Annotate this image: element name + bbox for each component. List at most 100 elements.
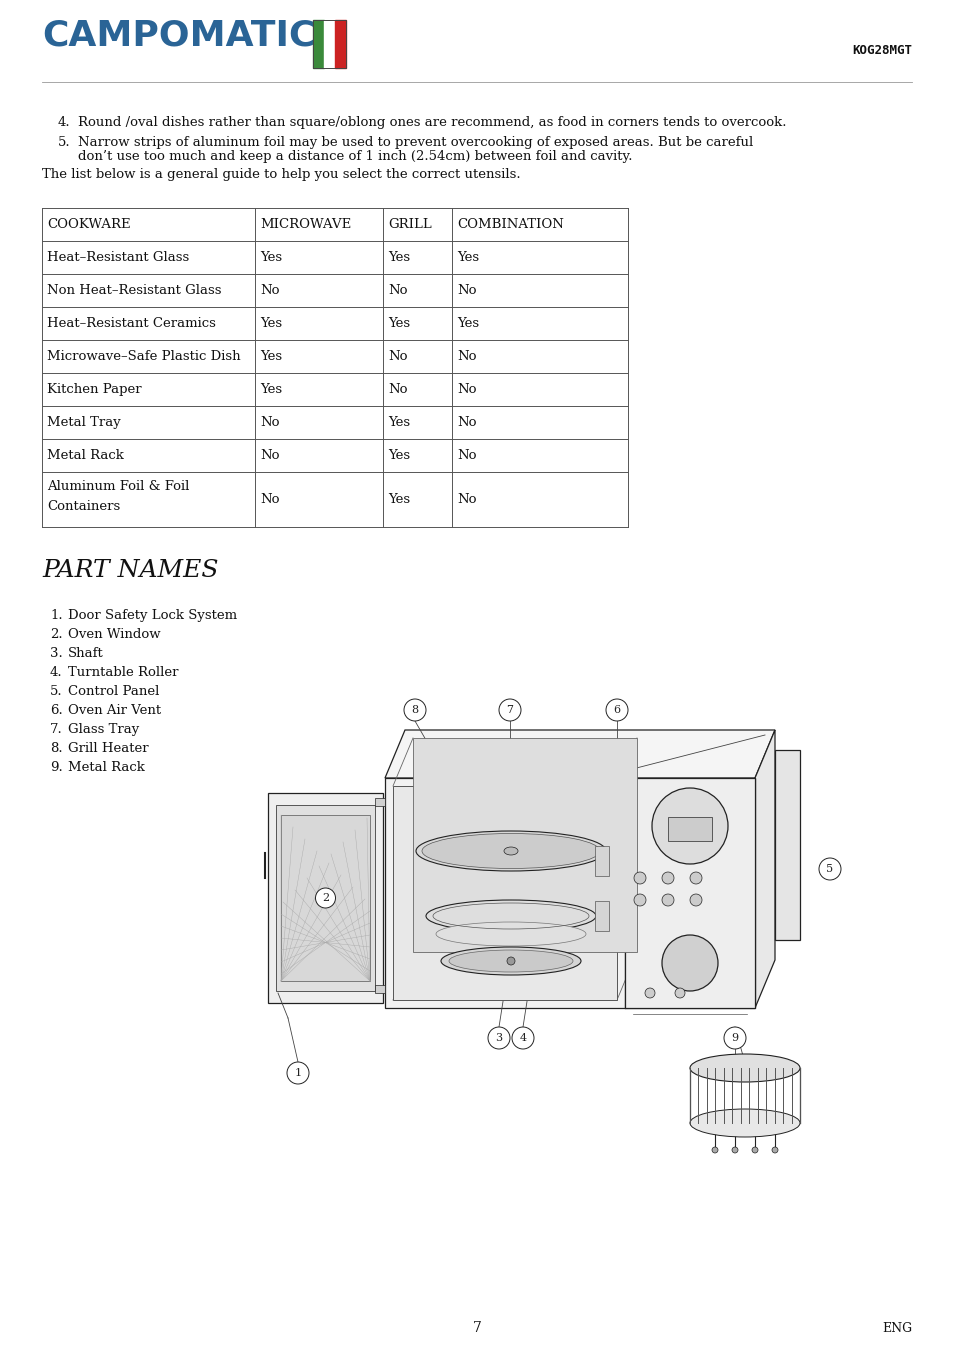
Text: Metal Tray: Metal Tray xyxy=(47,416,121,429)
Text: The list below is a general guide to help you select the correct utensils.: The list below is a general guide to hel… xyxy=(42,167,520,181)
Text: Heat–Resistant Ceramics: Heat–Resistant Ceramics xyxy=(47,317,215,329)
Text: KOG28MGT: KOG28MGT xyxy=(851,43,911,57)
Bar xyxy=(385,778,754,1008)
Text: MICROWAVE: MICROWAVE xyxy=(260,217,351,231)
Text: 5: 5 xyxy=(825,864,833,873)
Ellipse shape xyxy=(416,832,605,871)
Text: COOKWARE: COOKWARE xyxy=(47,217,131,231)
Bar xyxy=(281,815,370,981)
Text: Oven Air Vent: Oven Air Vent xyxy=(68,703,161,717)
Ellipse shape xyxy=(689,1108,800,1137)
Bar xyxy=(667,817,711,841)
Text: Microwave–Safe Plastic Dish: Microwave–Safe Plastic Dish xyxy=(47,350,240,363)
Polygon shape xyxy=(268,792,382,1003)
Text: No: No xyxy=(456,383,476,396)
Bar xyxy=(375,798,385,806)
Text: Shaft: Shaft xyxy=(68,647,104,660)
Bar xyxy=(624,778,754,1008)
Text: 7.: 7. xyxy=(50,724,63,736)
Circle shape xyxy=(315,888,335,909)
Text: No: No xyxy=(260,450,279,462)
Circle shape xyxy=(661,872,673,884)
Text: No: No xyxy=(456,284,476,297)
Text: 3.: 3. xyxy=(50,647,63,660)
Ellipse shape xyxy=(436,922,585,946)
Text: Yes: Yes xyxy=(260,251,282,265)
Text: 6: 6 xyxy=(613,705,619,716)
Text: Metal Rack: Metal Rack xyxy=(68,761,145,774)
Polygon shape xyxy=(385,730,774,778)
Bar xyxy=(595,900,608,931)
Text: Yes: Yes xyxy=(388,251,410,265)
Text: Glass Tray: Glass Tray xyxy=(68,724,139,736)
Text: 5.: 5. xyxy=(58,136,71,148)
Circle shape xyxy=(675,988,684,998)
Circle shape xyxy=(287,1062,309,1084)
Text: 1.: 1. xyxy=(50,609,63,622)
Bar xyxy=(335,20,346,68)
Circle shape xyxy=(771,1148,778,1153)
Bar xyxy=(393,786,617,1000)
Circle shape xyxy=(818,859,841,880)
Text: 1: 1 xyxy=(294,1068,301,1079)
Bar xyxy=(595,846,608,876)
Bar xyxy=(313,20,324,68)
Text: Oven Window: Oven Window xyxy=(68,628,160,641)
Text: Control Panel: Control Panel xyxy=(68,684,159,698)
Circle shape xyxy=(634,872,645,884)
Circle shape xyxy=(689,894,701,906)
Text: Heat–Resistant Glass: Heat–Resistant Glass xyxy=(47,251,189,265)
Text: Yes: Yes xyxy=(260,350,282,363)
Text: No: No xyxy=(456,450,476,462)
Text: 3: 3 xyxy=(495,1033,502,1044)
Ellipse shape xyxy=(421,833,599,868)
Text: don’t use too much and keep a distance of 1 inch (2.54cm) between foil and cavit: don’t use too much and keep a distance o… xyxy=(78,150,632,163)
Text: Yes: Yes xyxy=(260,383,282,396)
Text: Turntable Roller: Turntable Roller xyxy=(68,666,178,679)
Polygon shape xyxy=(413,738,637,952)
Ellipse shape xyxy=(440,946,580,975)
Text: Yes: Yes xyxy=(388,416,410,429)
Text: No: No xyxy=(456,350,476,363)
Text: Aluminum Foil & Foil: Aluminum Foil & Foil xyxy=(47,479,190,493)
Text: No: No xyxy=(388,350,407,363)
Text: No: No xyxy=(456,416,476,429)
Circle shape xyxy=(512,1027,534,1049)
Text: PART NAMES: PART NAMES xyxy=(42,559,218,582)
Text: 2: 2 xyxy=(321,892,329,903)
Circle shape xyxy=(661,936,718,991)
Text: GRILL: GRILL xyxy=(388,217,432,231)
Text: Containers: Containers xyxy=(47,501,120,513)
Circle shape xyxy=(711,1148,718,1153)
Circle shape xyxy=(723,1027,745,1049)
Text: Yes: Yes xyxy=(260,317,282,329)
Circle shape xyxy=(689,872,701,884)
Text: No: No xyxy=(260,284,279,297)
Text: 2.: 2. xyxy=(50,628,63,641)
Text: No: No xyxy=(388,383,407,396)
Text: 7: 7 xyxy=(472,1322,481,1335)
Circle shape xyxy=(506,957,515,965)
Circle shape xyxy=(751,1148,758,1153)
Text: 6.: 6. xyxy=(50,703,63,717)
Text: ENG: ENG xyxy=(881,1322,911,1335)
Text: Narrow strips of aluminum foil may be used to prevent overcooking of exposed are: Narrow strips of aluminum foil may be us… xyxy=(78,136,753,148)
Text: Yes: Yes xyxy=(456,317,478,329)
Text: 8: 8 xyxy=(411,705,418,716)
Bar xyxy=(313,20,346,68)
Text: Yes: Yes xyxy=(388,493,410,506)
Text: Door Safety Lock System: Door Safety Lock System xyxy=(68,609,237,622)
Polygon shape xyxy=(275,805,375,991)
Text: Round /oval dishes rather than square/oblong ones are recommend, as food in corn: Round /oval dishes rather than square/ob… xyxy=(78,116,785,130)
Text: Yes: Yes xyxy=(388,317,410,329)
Text: 5.: 5. xyxy=(50,684,63,698)
Bar xyxy=(375,986,385,994)
Circle shape xyxy=(651,788,727,864)
Circle shape xyxy=(731,1148,738,1153)
Text: COMBINATION: COMBINATION xyxy=(456,217,563,231)
Ellipse shape xyxy=(449,950,573,972)
Polygon shape xyxy=(754,730,774,1008)
Text: No: No xyxy=(260,416,279,429)
Text: Non Heat–Resistant Glass: Non Heat–Resistant Glass xyxy=(47,284,221,297)
Text: 9.: 9. xyxy=(50,761,63,774)
